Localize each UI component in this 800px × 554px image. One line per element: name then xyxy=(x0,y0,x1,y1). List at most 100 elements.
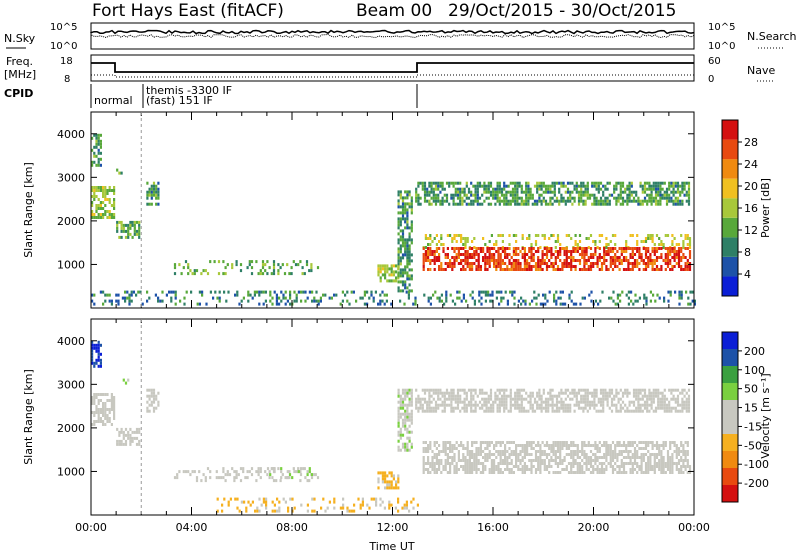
power-cell xyxy=(152,190,156,194)
power-cell xyxy=(523,250,526,253)
power-cell xyxy=(527,193,530,197)
velocity-cell xyxy=(543,450,546,453)
power-cell xyxy=(284,302,287,306)
velocity-cell xyxy=(471,471,474,474)
power-cell xyxy=(651,250,654,253)
power-cell xyxy=(574,250,577,253)
power-cell xyxy=(607,268,610,271)
velocity-colorbar-tick-label: 50 xyxy=(744,383,758,396)
velocity-cell xyxy=(476,403,479,407)
velocity-cell xyxy=(401,442,405,446)
power-cell xyxy=(584,187,587,191)
power-cell xyxy=(433,250,436,253)
velocity-cell xyxy=(570,444,573,447)
velocity-cell xyxy=(399,448,402,452)
power-cell xyxy=(472,199,475,203)
velocity-cell xyxy=(510,462,513,465)
power-cell xyxy=(681,181,684,185)
velocity-cell xyxy=(682,462,685,465)
power-cell xyxy=(430,190,433,194)
velocity-cell xyxy=(559,453,562,456)
velocity-cell xyxy=(104,393,107,396)
velocity-cell xyxy=(529,406,532,410)
power-cell xyxy=(148,190,151,194)
velocity-cell xyxy=(102,402,105,405)
velocity-cell xyxy=(453,447,456,450)
power-cell xyxy=(214,290,217,294)
velocity-cell xyxy=(563,468,566,471)
velocity-cell xyxy=(95,358,98,362)
power-cell xyxy=(633,265,637,268)
power-cell xyxy=(106,216,109,219)
power-cell xyxy=(653,247,656,250)
power-cell xyxy=(464,256,467,259)
velocity-cell xyxy=(95,420,98,423)
velocity-cell xyxy=(452,388,455,392)
power-cell xyxy=(223,290,226,294)
power-cell xyxy=(250,272,254,276)
power-cell xyxy=(503,187,506,191)
power-cell xyxy=(363,293,366,297)
power-cell xyxy=(529,193,532,197)
velocity-cell xyxy=(534,471,538,474)
velocity-cell xyxy=(548,471,551,474)
velocity-cell xyxy=(583,441,586,444)
power-cell xyxy=(489,190,493,194)
power-cell xyxy=(596,262,599,265)
power-cell xyxy=(611,250,615,253)
velocity-cell xyxy=(648,409,651,413)
power-cell xyxy=(622,250,626,253)
velocity-cell xyxy=(453,468,456,471)
velocity-cell xyxy=(540,400,543,404)
velocity-cell xyxy=(632,391,636,395)
velocity-cell xyxy=(368,506,371,510)
velocity-cell xyxy=(441,391,444,395)
power-cell xyxy=(550,250,553,253)
velocity-cell xyxy=(466,450,469,453)
velocity-cell xyxy=(684,453,687,456)
velocity-cell xyxy=(444,441,447,444)
power-cell xyxy=(603,256,606,259)
power-cell xyxy=(499,268,502,271)
velocity-cell xyxy=(390,471,393,475)
velocity-cell xyxy=(571,388,574,392)
velocity-cell xyxy=(104,423,107,426)
power-cell xyxy=(693,302,696,306)
power-cell xyxy=(646,202,649,206)
velocity-cell xyxy=(679,403,682,407)
velocity-cell xyxy=(157,403,160,407)
velocity-cell xyxy=(569,397,572,401)
velocity-cell xyxy=(257,467,260,471)
velocity-cell xyxy=(104,405,107,408)
velocity-cell xyxy=(639,391,642,395)
power-cell xyxy=(630,193,633,197)
velocity-cell xyxy=(113,396,116,399)
power-cell xyxy=(514,184,517,188)
power-cell xyxy=(271,302,274,306)
power-cell xyxy=(619,196,622,200)
power-cell xyxy=(430,196,433,200)
velocity-cell xyxy=(666,465,670,468)
velocity-cell xyxy=(595,409,598,413)
velocity-colorbar-segment xyxy=(722,400,738,417)
power-cell xyxy=(584,184,587,188)
power-cell xyxy=(439,199,442,203)
power-cell xyxy=(495,296,498,300)
velocity-cell xyxy=(146,394,149,398)
velocity-cell xyxy=(655,456,659,459)
velocity-cell xyxy=(463,406,466,410)
power-cell xyxy=(603,247,606,250)
power-cell xyxy=(588,193,592,197)
velocity-cell xyxy=(591,403,594,407)
power-cell xyxy=(406,196,409,200)
velocity-cell xyxy=(581,468,584,471)
velocity-cell xyxy=(239,479,243,483)
power-cell xyxy=(570,262,573,265)
power-cell xyxy=(446,253,449,256)
velocity-cell xyxy=(99,352,102,356)
velocity-cell xyxy=(539,453,542,456)
power-cell xyxy=(560,184,563,188)
velocity-cell xyxy=(598,447,601,450)
velocity-cell xyxy=(504,459,507,462)
velocity-cell xyxy=(406,388,409,392)
